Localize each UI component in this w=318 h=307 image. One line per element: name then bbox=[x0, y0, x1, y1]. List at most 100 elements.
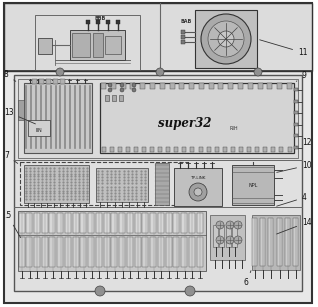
Bar bbox=[18, 79, 298, 158]
Circle shape bbox=[234, 221, 242, 229]
Text: 12: 12 bbox=[297, 138, 312, 147]
Circle shape bbox=[201, 14, 251, 64]
Circle shape bbox=[120, 88, 124, 92]
Circle shape bbox=[120, 83, 124, 87]
Bar bbox=[173, 237, 179, 267]
Bar bbox=[271, 147, 275, 152]
Bar bbox=[38, 38, 52, 54]
Bar bbox=[96, 168, 148, 202]
Bar bbox=[260, 218, 265, 266]
Bar bbox=[130, 83, 135, 89]
Bar bbox=[158, 147, 162, 152]
Bar bbox=[189, 83, 194, 89]
Bar bbox=[134, 147, 138, 152]
Bar bbox=[181, 237, 187, 267]
Bar bbox=[158, 213, 164, 233]
Bar bbox=[263, 147, 267, 152]
Circle shape bbox=[132, 88, 136, 92]
Bar bbox=[57, 237, 63, 267]
Bar bbox=[142, 237, 148, 267]
Bar bbox=[174, 147, 178, 152]
Circle shape bbox=[156, 68, 164, 76]
Bar bbox=[80, 213, 86, 233]
Bar bbox=[294, 99, 298, 103]
Bar bbox=[258, 83, 263, 89]
Bar bbox=[181, 30, 185, 34]
Bar bbox=[35, 15, 140, 70]
Bar bbox=[160, 83, 165, 89]
Text: 8: 8 bbox=[4, 70, 16, 81]
Bar bbox=[111, 213, 117, 233]
Circle shape bbox=[226, 221, 234, 229]
Bar bbox=[277, 218, 282, 266]
Bar bbox=[18, 211, 206, 271]
Bar bbox=[96, 213, 102, 233]
Bar bbox=[121, 83, 126, 89]
Bar bbox=[181, 35, 185, 39]
Bar bbox=[218, 83, 224, 89]
Bar bbox=[88, 213, 94, 233]
Bar bbox=[155, 163, 169, 205]
Bar bbox=[231, 147, 235, 152]
Bar bbox=[60, 79, 65, 84]
Bar bbox=[294, 123, 298, 126]
Bar bbox=[100, 83, 294, 153]
Bar bbox=[32, 79, 37, 84]
Bar bbox=[101, 147, 106, 152]
Bar bbox=[181, 213, 187, 233]
Bar bbox=[238, 83, 243, 89]
Circle shape bbox=[108, 88, 112, 92]
Bar bbox=[106, 20, 110, 24]
Text: 11: 11 bbox=[260, 40, 308, 57]
Bar bbox=[232, 225, 237, 247]
Bar bbox=[72, 33, 90, 57]
Bar bbox=[210, 215, 245, 260]
Circle shape bbox=[108, 83, 112, 87]
Bar bbox=[294, 134, 298, 138]
Bar bbox=[189, 237, 195, 267]
Bar bbox=[166, 237, 171, 267]
Bar bbox=[119, 213, 125, 233]
Bar bbox=[18, 237, 24, 267]
Bar bbox=[18, 100, 24, 120]
Bar bbox=[294, 146, 298, 149]
Circle shape bbox=[132, 83, 136, 87]
Bar bbox=[105, 36, 121, 54]
Bar bbox=[169, 83, 175, 89]
Bar bbox=[118, 147, 122, 152]
Bar bbox=[39, 79, 44, 84]
Circle shape bbox=[216, 236, 224, 244]
Text: 14: 14 bbox=[277, 218, 312, 234]
Bar bbox=[248, 83, 253, 89]
Text: NPL: NPL bbox=[248, 182, 258, 188]
Bar bbox=[4, 3, 312, 71]
Bar bbox=[198, 147, 203, 152]
Bar bbox=[73, 213, 79, 233]
Bar bbox=[223, 147, 227, 152]
Bar bbox=[96, 237, 102, 267]
Bar bbox=[142, 147, 146, 152]
Bar bbox=[215, 147, 219, 152]
Text: 13: 13 bbox=[4, 108, 35, 124]
Bar bbox=[197, 237, 203, 267]
Circle shape bbox=[218, 31, 234, 47]
Bar bbox=[207, 147, 211, 152]
Bar bbox=[135, 237, 141, 267]
Bar bbox=[28, 120, 50, 136]
Bar bbox=[285, 218, 290, 266]
Bar bbox=[280, 147, 283, 152]
Text: 10: 10 bbox=[277, 161, 312, 173]
Bar bbox=[197, 213, 203, 233]
Bar bbox=[105, 95, 109, 101]
Bar bbox=[294, 111, 298, 114]
Bar bbox=[150, 147, 154, 152]
Bar bbox=[101, 83, 106, 89]
Text: RIH: RIH bbox=[230, 126, 238, 130]
Bar bbox=[57, 213, 63, 233]
Bar bbox=[42, 213, 48, 233]
Bar bbox=[255, 147, 259, 152]
Bar bbox=[182, 147, 186, 152]
Bar bbox=[14, 75, 302, 291]
Circle shape bbox=[208, 21, 244, 57]
Bar bbox=[24, 165, 89, 203]
